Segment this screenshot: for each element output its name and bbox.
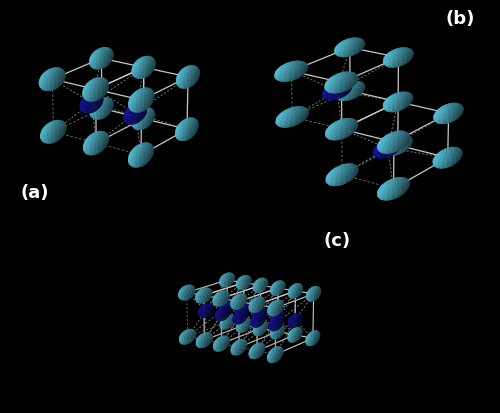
Text: (b): (b) — [446, 10, 475, 28]
Text: (c): (c) — [324, 232, 350, 250]
Text: (a): (a) — [21, 184, 50, 202]
